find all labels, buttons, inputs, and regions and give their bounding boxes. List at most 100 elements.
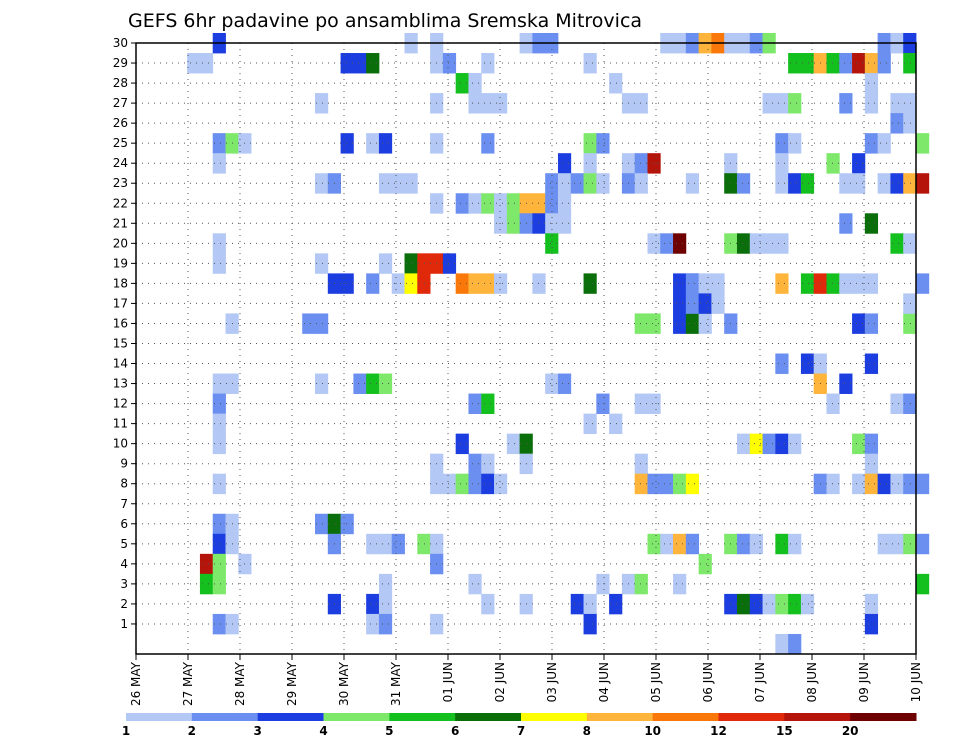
- y-tick-label: 30: [113, 36, 128, 50]
- legend-label: 15: [776, 724, 793, 738]
- y-tick-label: 28: [113, 76, 128, 90]
- heatmap-cell: [736, 593, 751, 615]
- heatmap-cell: [903, 313, 917, 334]
- heatmap-cell: [557, 153, 572, 174]
- heatmap-cell: [468, 93, 482, 114]
- heatmap-cell: [647, 393, 661, 414]
- heatmap-cell: [481, 53, 495, 74]
- heatmap-cell: [634, 313, 648, 334]
- heatmap-cell: [378, 533, 393, 555]
- heatmap-cell: [494, 473, 508, 495]
- heatmap-cell: [455, 273, 469, 294]
- heatmap-cell: [468, 273, 482, 294]
- heatmap-cell: [839, 273, 853, 294]
- heatmap-cell: [340, 513, 354, 535]
- heatmap-cell: [903, 473, 917, 495]
- heatmap-cell: [685, 173, 700, 194]
- heatmap-cell: [673, 533, 687, 555]
- y-tick-label: 26: [113, 116, 128, 130]
- heatmap-cell: [302, 313, 316, 334]
- heatmap-cell: [685, 273, 700, 294]
- heatmap-cell: [775, 533, 789, 555]
- y-tick-label: 4: [120, 557, 128, 571]
- heatmap-cell: [494, 193, 508, 214]
- heatmap-cell: [481, 593, 495, 615]
- legend-label: 20: [842, 724, 859, 738]
- heatmap-cell: [609, 413, 623, 435]
- heatmap-cell: [442, 253, 457, 274]
- legend-label: 1: [122, 724, 130, 738]
- heatmap-cell: [800, 53, 815, 74]
- y-tick-label: 11: [113, 417, 128, 431]
- x-tick-label: 26 MAY: [129, 661, 143, 706]
- heatmap-cell: [199, 573, 214, 595]
- heatmap-cell: [468, 573, 482, 595]
- heatmap-cell: [366, 533, 380, 555]
- legend-swatch: [718, 713, 785, 721]
- heatmap-cell: [187, 53, 201, 74]
- heatmap-cell: [864, 53, 879, 74]
- heatmap-cell: [494, 93, 508, 114]
- heatmap-cell: [315, 93, 329, 114]
- heatmap-cell: [877, 133, 891, 154]
- heatmap-cell: [698, 553, 712, 575]
- legend-swatch: [850, 713, 917, 721]
- x-tick-label: 07 JUN: [753, 662, 767, 702]
- heatmap-cell: [212, 553, 226, 575]
- x-tick-label: 29 MAY: [285, 661, 299, 706]
- legend-swatch: [389, 713, 456, 721]
- y-tick-label: 23: [113, 176, 128, 190]
- legend-label: 3: [253, 724, 261, 738]
- heatmap-cell: [903, 113, 917, 134]
- heatmap-cell: [212, 613, 226, 635]
- heatmap-cell: [800, 173, 815, 194]
- y-tick-label: 9: [120, 457, 128, 471]
- x-tick-label: 08 JUN: [805, 662, 819, 702]
- heatmap-cell: [378, 133, 393, 154]
- heatmap-cell: [903, 393, 917, 414]
- heatmap-cell: [315, 373, 329, 394]
- heatmap-cell: [800, 593, 815, 615]
- heatmap-cell: [775, 433, 789, 455]
- heatmap-cell: [315, 173, 329, 194]
- heatmap-cell: [315, 253, 329, 274]
- heatmap-cell: [583, 153, 597, 174]
- heatmap-cell: [404, 273, 418, 294]
- x-tick-label: 03 JUN: [545, 662, 559, 702]
- heatmap-cell: [366, 133, 380, 154]
- heatmap-cell: [788, 533, 802, 555]
- heatmap-cell: [788, 173, 802, 194]
- legend-swatch: [784, 713, 851, 721]
- heatmap-cell: [212, 133, 226, 154]
- y-tick-label: 17: [113, 296, 128, 310]
- x-tick-label: 31 MAY: [389, 661, 403, 706]
- heatmap-cell: [609, 593, 623, 615]
- heatmap-cell: [890, 93, 904, 114]
- heatmap-cell: [698, 293, 712, 314]
- heatmap-cell: [340, 273, 354, 294]
- heatmap-cell: [826, 473, 840, 495]
- heatmap-cell: [775, 593, 789, 615]
- heatmap-cell: [315, 313, 329, 334]
- heatmap-cell: [903, 173, 917, 194]
- heatmap-cell: [698, 313, 712, 334]
- heatmap-cell: [852, 173, 866, 194]
- heatmap-cell: [596, 393, 610, 414]
- heatmap-cell: [903, 53, 917, 74]
- heatmap-cell: [417, 533, 431, 555]
- heatmap-cell: [839, 213, 853, 234]
- heatmap-cell: [788, 593, 802, 615]
- heatmap-cell: [455, 473, 469, 495]
- heatmap-cell: [864, 133, 879, 154]
- heatmap-cell: [800, 353, 815, 374]
- y-tick-label: 15: [113, 336, 128, 350]
- heatmap-cell: [212, 373, 226, 394]
- heatmap-cell: [736, 433, 751, 455]
- heatmap-cell: [634, 573, 648, 595]
- heatmap-cell: [468, 193, 482, 214]
- legend-label: 2: [188, 724, 196, 738]
- x-tick-label: 27 MAY: [181, 661, 195, 706]
- heatmap-cell: [852, 473, 866, 495]
- heatmap-cell: [890, 233, 904, 254]
- heatmap-cell: [673, 293, 687, 314]
